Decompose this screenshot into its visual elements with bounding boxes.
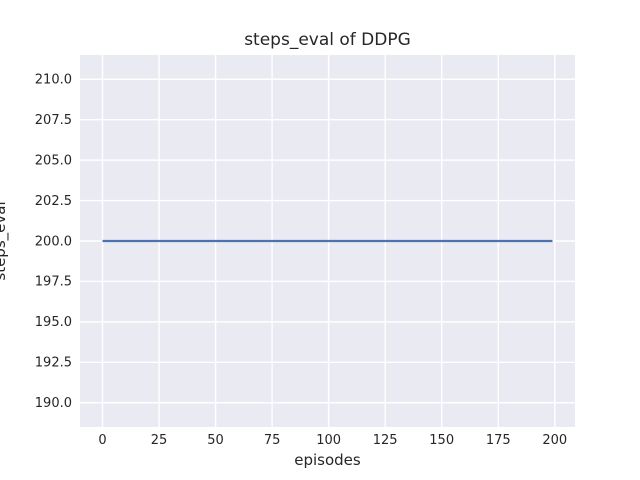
x-tick-label: 200 xyxy=(542,433,567,448)
y-tick-label: 207.5 xyxy=(35,113,72,128)
y-tick-label: 202.5 xyxy=(35,194,72,209)
y-tick-label: 205.0 xyxy=(35,153,72,168)
x-tick-label: 175 xyxy=(486,433,511,448)
x-tick-label: 50 xyxy=(207,433,224,448)
y-tick-label: 192.5 xyxy=(35,356,72,371)
x-axis-label: episodes xyxy=(294,451,361,469)
x-tick-label: 75 xyxy=(264,433,281,448)
x-tick-label: 150 xyxy=(429,433,454,448)
x-tick-label: 25 xyxy=(151,433,168,448)
y-tick-label: 195.0 xyxy=(35,315,72,330)
y-tick-label: 210.0 xyxy=(35,73,72,88)
y-tick-label: 197.5 xyxy=(35,275,72,290)
x-tick-label: 100 xyxy=(316,433,341,448)
y-axis-label: steps_eval xyxy=(0,201,9,281)
x-tick-label: 0 xyxy=(98,433,106,448)
chart-title: steps_eval of DDPG xyxy=(244,30,411,50)
x-tick-label: 125 xyxy=(373,433,398,448)
y-tick-label: 200.0 xyxy=(35,234,72,249)
y-tick-label: 190.0 xyxy=(35,396,72,411)
